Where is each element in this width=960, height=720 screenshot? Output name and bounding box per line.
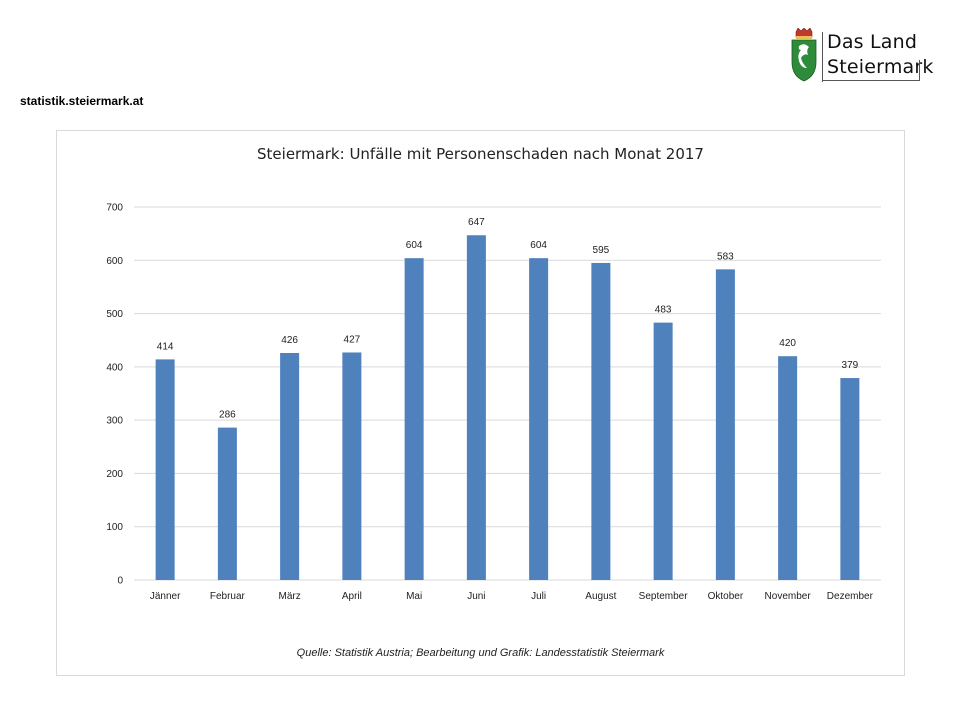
bar bbox=[342, 352, 362, 580]
y-tick-label: 600 bbox=[106, 256, 123, 267]
bar bbox=[466, 235, 486, 580]
bar bbox=[653, 322, 673, 580]
data-label: 604 bbox=[406, 240, 423, 251]
x-tick-label: November bbox=[765, 591, 812, 602]
das-land-steiermark-logo: Das Land Steiermark bbox=[790, 28, 933, 84]
data-label: 647 bbox=[468, 217, 485, 228]
logo-line-2: Steiermark bbox=[827, 56, 934, 78]
x-tick-label: März bbox=[279, 591, 301, 602]
data-label: 583 bbox=[717, 251, 734, 262]
bar bbox=[778, 356, 798, 580]
data-label: 420 bbox=[779, 338, 796, 349]
bar bbox=[591, 262, 611, 580]
x-tick-label: Dezember bbox=[827, 591, 874, 602]
x-tick-label: September bbox=[639, 591, 689, 602]
y-tick-label: 100 bbox=[106, 522, 123, 533]
logo-bottom-rule bbox=[822, 80, 920, 81]
x-tick-label: August bbox=[585, 591, 616, 602]
data-label: 604 bbox=[530, 240, 547, 251]
steiermark-crest-icon bbox=[791, 28, 817, 82]
bar bbox=[529, 258, 549, 580]
x-tick-label: Februar bbox=[210, 591, 246, 602]
bar-chart: 0 100 200 300 400 500 600 700 414 Jänner 286 Februa… bbox=[106, 203, 881, 602]
bar bbox=[280, 353, 300, 580]
logo-line-1: Das Land bbox=[827, 31, 918, 53]
site-url: statistik.steiermark.at bbox=[20, 94, 144, 108]
logo-right-rule bbox=[919, 60, 920, 81]
bar bbox=[404, 258, 424, 580]
x-tick-label: Mai bbox=[406, 591, 422, 602]
bar bbox=[840, 378, 860, 580]
data-label: 595 bbox=[593, 245, 610, 256]
bar bbox=[715, 269, 735, 580]
data-label: 286 bbox=[219, 410, 236, 421]
x-tick-label: Juli bbox=[531, 591, 546, 602]
source-note: Quelle: Statistik Austria; Bearbeitung u… bbox=[296, 647, 665, 659]
y-tick-label: 700 bbox=[106, 203, 123, 214]
y-tick-label: 400 bbox=[106, 362, 123, 373]
data-label: 414 bbox=[157, 341, 174, 352]
bar bbox=[217, 427, 237, 580]
logo-divider bbox=[822, 32, 823, 82]
x-tick-label: April bbox=[342, 591, 362, 602]
y-tick-label: 500 bbox=[106, 309, 123, 320]
y-tick-label: 300 bbox=[106, 416, 123, 427]
chart-title: Steiermark: Unfälle mit Personenschaden … bbox=[257, 145, 704, 163]
data-label: 379 bbox=[842, 360, 859, 371]
chart-frame: Steiermark: Unfälle mit Personenschaden … bbox=[56, 130, 905, 676]
data-label: 426 bbox=[281, 335, 298, 346]
x-tick-label: Oktober bbox=[708, 591, 744, 602]
y-tick-label: 0 bbox=[117, 576, 123, 587]
bar bbox=[155, 359, 175, 580]
data-label: 483 bbox=[655, 305, 672, 316]
data-label: 427 bbox=[344, 334, 361, 345]
x-tick-label: Juni bbox=[467, 591, 485, 602]
y-tick-label: 200 bbox=[106, 469, 123, 480]
x-tick-label: Jänner bbox=[150, 591, 181, 602]
